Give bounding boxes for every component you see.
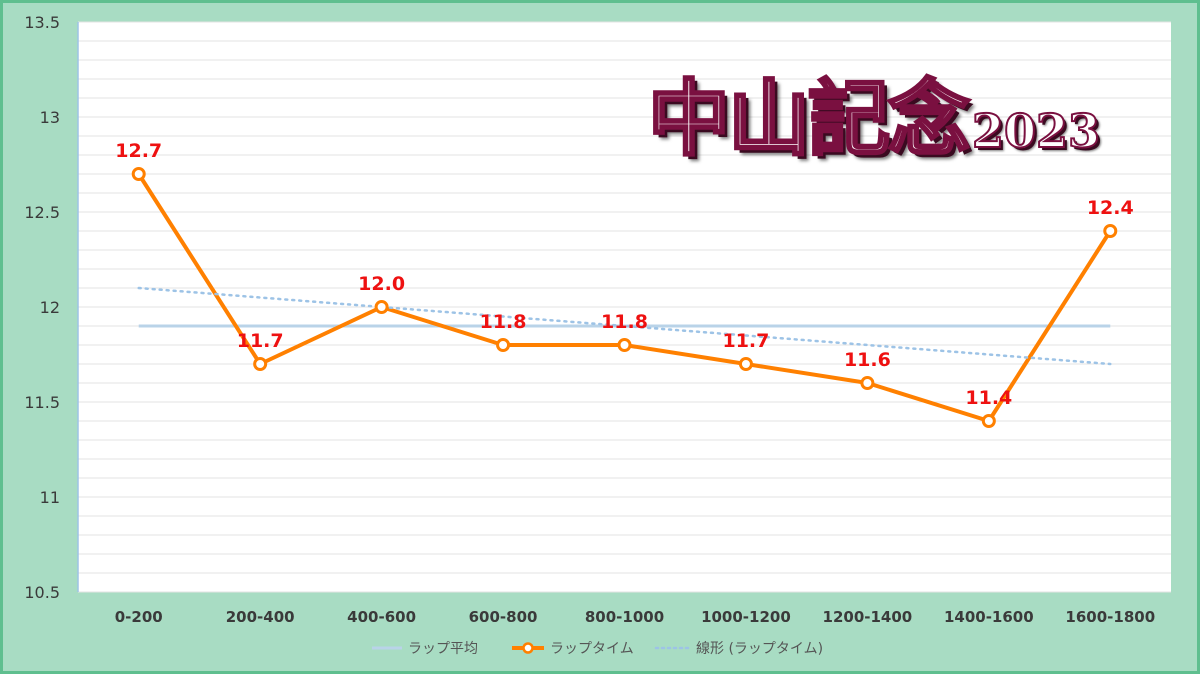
lap-point	[738, 357, 753, 371]
series-line-trend	[137, 286, 1112, 366]
x-tick-label: 600-800	[469, 608, 538, 626]
lap-point	[617, 338, 632, 352]
title-main-text: 中山記念	[646, 70, 971, 169]
lap-point	[374, 300, 389, 314]
legend-marker-lap	[522, 642, 534, 654]
data-label: 12.7	[115, 140, 162, 162]
data-label: 11.8	[601, 311, 648, 333]
x-tick-label: 1200-1400	[823, 608, 913, 626]
lap-point	[981, 414, 996, 428]
data-label: 11.6	[844, 349, 891, 371]
legend-label-average: ラップ平均	[408, 641, 478, 657]
x-axis-ticks: 0-200 200-400 400-600 600-800 800-1000 1000-1…	[115, 608, 1155, 626]
x-tick-label: 1000-1200	[701, 608, 791, 626]
y-tick-label: 13.5	[24, 13, 60, 32]
x-tick-label: 200-400	[226, 608, 295, 626]
y-tick-label: 13	[40, 108, 60, 127]
x-tick-label: 0-200	[115, 608, 163, 626]
data-labels: 12.7 11.7 12.0 11.8 11.8 11.7 11.6 11.4 12.4	[115, 140, 1133, 409]
y-tick-label: 12	[40, 298, 60, 317]
lap-point	[1103, 224, 1118, 238]
data-label: 11.7	[722, 330, 769, 352]
data-label: 11.4	[965, 387, 1012, 409]
title-year-text: 2023	[971, 103, 1101, 159]
gridlines	[78, 21, 1171, 593]
y-tick-label: 11	[40, 488, 60, 507]
series-layer	[131, 167, 1118, 428]
lap-point	[496, 338, 511, 352]
y-tick-label: 11.5	[24, 393, 60, 412]
x-tick-label: 1400-1600	[944, 608, 1034, 626]
y-axis-ticks: 10.5 11 11.5 12 12.5 13 13.5	[24, 13, 60, 602]
legend-label-lap: ラップタイム	[550, 641, 634, 657]
lap-point	[860, 376, 875, 390]
data-label: 11.7	[237, 330, 284, 352]
data-label: 12.0	[358, 273, 405, 295]
chart-title: 中山記念2023	[646, 52, 1101, 171]
data-label: 12.4	[1087, 197, 1134, 219]
legend: ラップ平均 ラップタイム 線形 (ラップタイム)	[372, 641, 823, 657]
x-tick-label: 400-600	[347, 608, 416, 626]
legend-label-trend: 線形 (ラップタイム)	[696, 641, 823, 657]
lap-point	[253, 357, 268, 371]
x-tick-label: 800-1000	[585, 608, 664, 626]
x-tick-label: 1600-1800	[1065, 608, 1155, 626]
y-tick-label: 10.5	[24, 583, 60, 602]
lap-point	[131, 167, 146, 181]
data-label: 11.8	[480, 311, 527, 333]
y-tick-label: 12.5	[24, 203, 60, 222]
